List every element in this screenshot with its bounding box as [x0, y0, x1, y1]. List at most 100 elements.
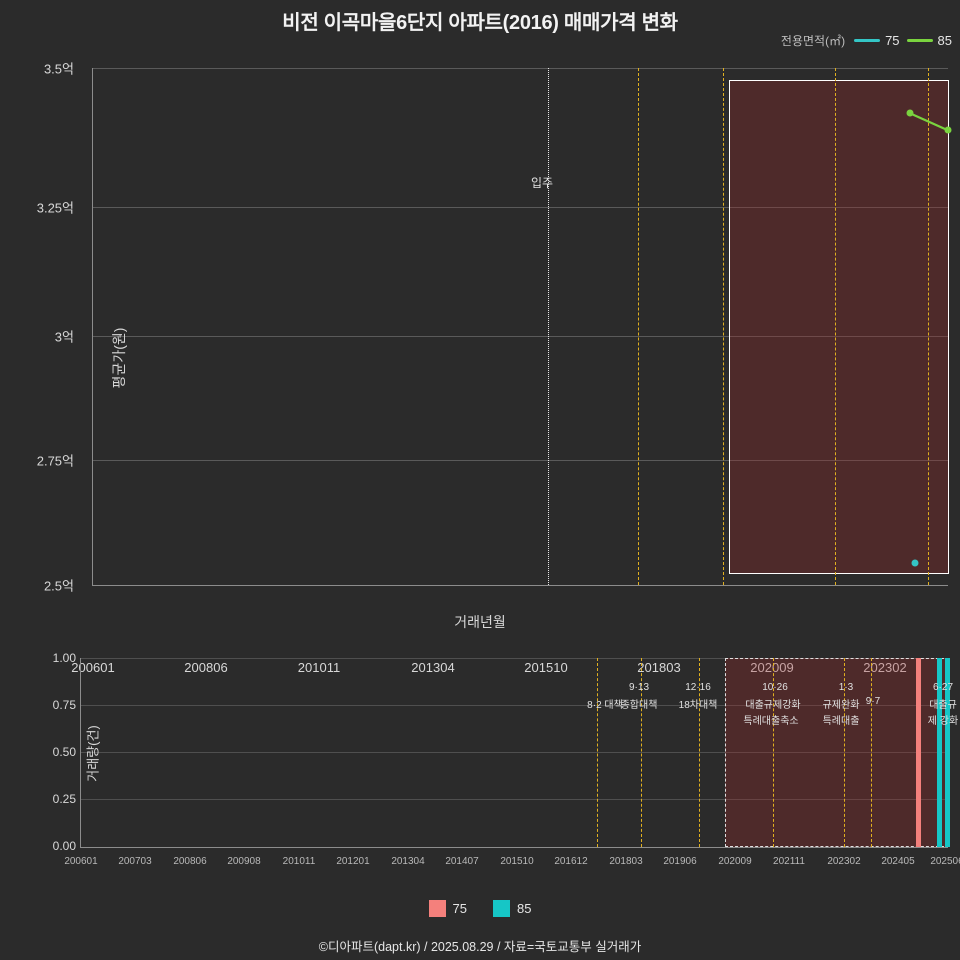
xtick-label-201011: 201011 [297, 660, 341, 675]
vannot-text-1-3: 규제완화 [822, 700, 860, 711]
vxtick-200908: 200908 [227, 856, 261, 867]
vytick-label-0.75: 0.75 [52, 698, 76, 712]
vgridline-0.50 [81, 752, 948, 753]
xtick-label-201510: 201510 [524, 660, 568, 675]
ytick-label-2.5: 2.5억 [43, 578, 74, 594]
xtick-label-200806: 200806 [184, 660, 228, 675]
vevent-line-201708 [597, 658, 598, 847]
legend-line-75-icon [854, 39, 881, 42]
vxtick-201201: 201201 [336, 856, 370, 867]
vannot-num-6-27: 6·27 [932, 682, 954, 693]
vevent-line-201912 [699, 658, 700, 847]
vgridline-1.00 [81, 658, 948, 659]
vgridline-0.75 [81, 705, 948, 706]
event-line-202010 [835, 68, 836, 585]
gridline-2.75 [93, 460, 948, 461]
price-chart-xaxis-title: 거래년월 [454, 614, 506, 630]
legend-top-text-75: 75 [885, 33, 900, 48]
vxtick-201407: 201407 [445, 856, 479, 867]
ytick-label-3.5: 3.5억 [43, 61, 74, 77]
xtick-label-202302: 202302 [863, 660, 907, 675]
vxtick-201510: 201510 [500, 856, 534, 867]
vxtick-200601: 200601 [64, 856, 98, 867]
legend-bottom: 75 85 [0, 900, 960, 917]
vannot-text-6-27: 대출규 [929, 700, 957, 711]
legend-bottom-item-75[interactable]: 75 [428, 900, 467, 917]
price-chart-yaxis-title: 평균가(원) [111, 327, 127, 389]
ytick-label-3.0: 3억 [54, 329, 74, 345]
legend-top-label: 전용면적(㎡) [780, 34, 846, 48]
gridline-3.5 [93, 68, 948, 69]
vevent-line-202309 [871, 658, 872, 847]
gridline-3.0 [93, 336, 948, 337]
ytick-label-2.75: 2.75억 [36, 453, 74, 469]
vannot-sub-6-27: 제 강화 [927, 716, 959, 727]
vytick-label-0.00: 0.00 [52, 839, 76, 853]
event-line-201809 [723, 68, 724, 585]
xtick-label-201803: 201803 [637, 660, 681, 675]
legend-top-item-85[interactable]: 85 [906, 33, 952, 48]
vxtick-201906: 201906 [663, 856, 697, 867]
vxtick-202009: 202009 [718, 856, 752, 867]
vxtick-200806: 200806 [173, 856, 207, 867]
volume-chart-yaxis-title: 거래량(건) [85, 725, 101, 782]
vytick-label-0.50: 0.50 [52, 745, 76, 759]
gridline-3.25 [93, 207, 948, 208]
xtick-label-202009: 202009 [750, 660, 794, 675]
vannot-num-12-16: 12·16 [685, 682, 711, 693]
xtick-label-201304: 201304 [411, 660, 455, 675]
volume-chart-plot: 1.00 0.75 0.50 0.25 0.00 9·13 12·16 10·2… [53, 651, 960, 867]
legend-swatch-75-icon [428, 900, 446, 917]
volume-bar-85-202412[interactable] [945, 658, 950, 847]
volume-bar-75-202409[interactable] [916, 658, 921, 847]
vannot-num-9-13: 9·13 [628, 682, 650, 693]
vannot-sub-1-3: 특례대출 [822, 716, 860, 727]
data-point-85-202412[interactable] [944, 126, 952, 134]
legend-top: 전용면적(㎡) 75 85 [781, 32, 952, 49]
vannot-num-9-7: 9·7 [865, 696, 881, 707]
legend-line-85-icon [906, 39, 933, 42]
legend-bottom-text-85: 85 [517, 901, 532, 916]
data-point-85-202405[interactable] [906, 109, 914, 117]
data-point-75-202409[interactable] [911, 559, 919, 567]
vxtick-200703: 200703 [118, 856, 152, 867]
legend-bottom-text-75: 75 [452, 901, 467, 916]
vannot-sub-10-26: 특례대출축소 [743, 716, 799, 727]
legend-bottom-item-85[interactable]: 85 [493, 900, 531, 917]
vannot-num-1-3: 1·3 [838, 682, 854, 693]
legend-top-text-85: 85 [937, 33, 952, 48]
ytick-label-3.25: 3.25억 [36, 200, 74, 216]
vgridline-0.25 [81, 799, 948, 800]
vxtick-202111: 202111 [773, 856, 805, 867]
highlight-zone-recent [729, 80, 949, 574]
vevent-line-202110 [773, 658, 774, 847]
vannot-text-12-16: 18차대책 [678, 700, 718, 711]
vannot-text-8-2: 8·2 대책 [587, 700, 623, 711]
footer-credit: ©디아파트(dapt.kr) / 2025.08.29 / 자료=국토교통부 실… [318, 940, 642, 954]
vannot-text-10-26: 대출규제강화 [745, 700, 801, 711]
moveins-line [548, 68, 549, 585]
vxtick-201612: 201612 [554, 856, 588, 867]
page-title: 비전 이곡마을6단지 아파트(2016) 매매가격 변화 [282, 12, 678, 34]
legend-swatch-85-icon [493, 900, 510, 917]
vxtick-201304: 201304 [391, 856, 425, 867]
xtick-label-200601: 200601 [71, 660, 115, 675]
vevent-line-201809 [641, 658, 642, 847]
vxtick-201803: 201803 [609, 856, 643, 867]
vannot-num-10-26: 10·26 [762, 682, 788, 693]
vytick-label-1.00: 1.00 [52, 651, 76, 665]
vxtick-202405: 202405 [881, 856, 915, 867]
vevent-line-202301 [844, 658, 845, 847]
vannot-text-9-13: 종합대책 [620, 700, 658, 711]
vxtick-202302: 202302 [827, 856, 861, 867]
volume-highlight-zone [725, 658, 949, 847]
vytick-label-0.25: 0.25 [52, 792, 76, 806]
legend-top-item-75[interactable]: 75 [854, 33, 900, 48]
vxtick-202506: 202506 [930, 856, 960, 867]
event-line-202301 [928, 68, 929, 585]
volume-bar-85-202405[interactable] [937, 658, 942, 847]
event-line-201712 [638, 68, 639, 585]
vxtick-201011: 201011 [282, 856, 316, 867]
price-chart-plot: 3.5억 3.25억 3억 2.75억 2.5억 입주 200601 20080… [37, 62, 952, 675]
